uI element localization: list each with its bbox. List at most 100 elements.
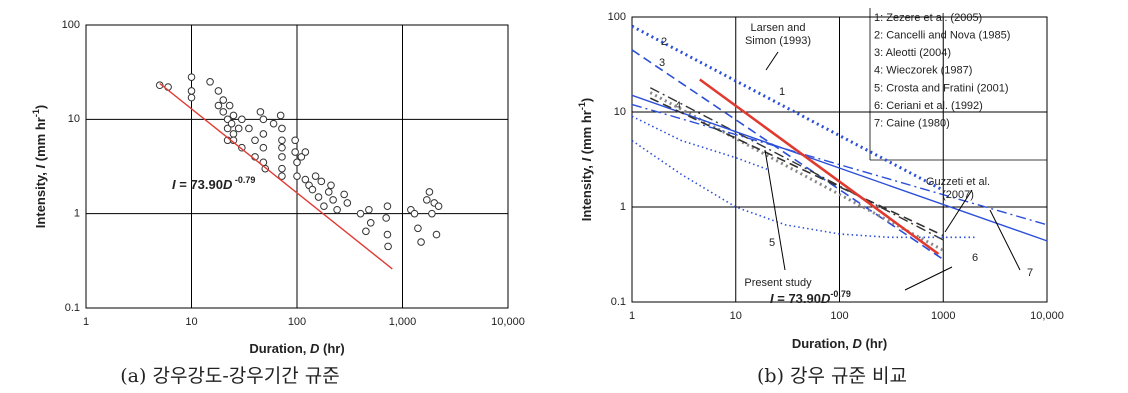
data-point — [428, 209, 436, 218]
y-tick-label: 10 — [68, 113, 80, 125]
data-point — [278, 164, 286, 173]
data-point — [227, 119, 236, 128]
data-point — [343, 199, 352, 207]
data-point — [414, 224, 422, 233]
line-label: (2007) — [942, 189, 974, 201]
data-point — [293, 158, 301, 167]
legend-note: 4: Wieczorek (1987) — [874, 65, 972, 77]
caption: (b) 강우 규준 비교 — [757, 365, 907, 387]
annotation-arrow — [989, 209, 1021, 271]
x-axis-label-part: Duration, — [792, 336, 853, 351]
x-axis-label-part: (hr) — [862, 336, 887, 351]
data-point — [278, 153, 286, 161]
data-point — [340, 190, 348, 199]
equation-part: I — [770, 291, 774, 306]
data-point — [410, 209, 419, 218]
data-point — [259, 143, 268, 152]
legend-note: 7: Caine (1980) — [874, 118, 950, 130]
data-point — [365, 205, 373, 214]
x-tick-label: 100 — [830, 310, 848, 322]
equation: I = 73.90D-0.79 — [770, 289, 851, 306]
data-point — [187, 93, 196, 102]
series-line — [631, 24, 944, 192]
data-point — [229, 111, 238, 120]
data-point — [329, 196, 337, 204]
legend-note: 1: Zezere et al. (2005) — [874, 12, 982, 24]
y-axis-label-part: (mm hr — [579, 110, 594, 158]
data-point — [301, 175, 310, 184]
data-point — [314, 193, 323, 201]
y-tick-label: 0.1 — [611, 296, 626, 308]
data-point — [278, 172, 286, 180]
data-point — [434, 202, 443, 210]
data-point — [187, 87, 196, 95]
y-axis-label-part: (mm hr — [33, 117, 48, 165]
line-label: 4 — [675, 100, 681, 112]
data-point — [317, 177, 326, 186]
line-label: Guzzeti et al. — [926, 176, 990, 188]
y-axis-label-part: Intensity, — [579, 161, 594, 221]
y-tick-label: 1 — [74, 208, 80, 220]
x-tick-label: 100 — [288, 316, 306, 328]
data-point — [269, 119, 278, 128]
data-point — [293, 172, 301, 180]
y-axis-label: Intensity, I (mm hr-1) — [31, 105, 48, 228]
x-axis-label-part: D — [853, 336, 863, 351]
data-point — [320, 202, 328, 210]
equation: I = 73.90D -0.79 — [172, 175, 255, 192]
data-point — [214, 87, 223, 95]
y-tick-label: 1 — [620, 201, 626, 213]
x-axis-label-part: Duration, — [249, 341, 310, 356]
data-point — [333, 205, 341, 214]
data-point — [362, 227, 370, 236]
data-point — [432, 230, 441, 239]
data-point — [214, 101, 223, 110]
data-point — [356, 209, 365, 218]
data-point — [291, 148, 299, 156]
series-line — [649, 97, 944, 237]
data-point — [155, 81, 164, 90]
data-point — [276, 111, 285, 120]
equation-part: = 73.90 — [774, 291, 821, 306]
line-label: 3 — [659, 57, 665, 69]
data-point — [423, 196, 431, 204]
series-line — [631, 103, 1048, 226]
equation-part: = 73.90 — [176, 177, 223, 192]
data-point — [311, 172, 320, 180]
equation-part: D — [223, 177, 233, 192]
data-point — [256, 108, 265, 116]
data-point — [301, 148, 310, 156]
data-point — [278, 136, 286, 145]
annotation-arrow — [944, 189, 973, 233]
line-label: Simon (1993) — [745, 35, 811, 47]
x-axis-label: Duration, D (hr) — [792, 336, 887, 351]
y-axis-label-part: -1 — [31, 109, 41, 117]
legend-note: 2: Cancelli and Nova (1985) — [874, 30, 1010, 42]
data-point — [308, 185, 317, 194]
y-tick-label: 100 — [62, 19, 80, 31]
data-point — [383, 230, 392, 239]
x-tick-label: 10,000 — [491, 316, 525, 328]
series-line — [631, 94, 1048, 242]
x-tick-label: 10 — [730, 310, 742, 322]
y-axis-label: Intensity, I (mm hr-1) — [577, 98, 594, 221]
x-tick-label: 10 — [185, 316, 197, 328]
data-point — [382, 214, 390, 222]
data-point — [417, 238, 425, 246]
series-line — [649, 87, 944, 241]
x-tick-label: 1000 — [931, 310, 955, 322]
data-point — [259, 115, 268, 124]
legend-note: 3: Aleotti (2004) — [874, 47, 951, 59]
line-label: 1 — [779, 86, 785, 98]
line-label: Present study — [744, 277, 812, 289]
y-axis-label-part: I — [33, 164, 48, 168]
annotation-arrow — [765, 51, 779, 71]
data-point — [238, 115, 246, 124]
data-point — [187, 73, 196, 81]
y-axis-label-part: ) — [579, 98, 594, 102]
data-point — [278, 143, 286, 152]
y-axis-label-part: I — [579, 157, 594, 161]
series-line — [631, 49, 944, 261]
line-label: Larsen and — [750, 22, 805, 34]
